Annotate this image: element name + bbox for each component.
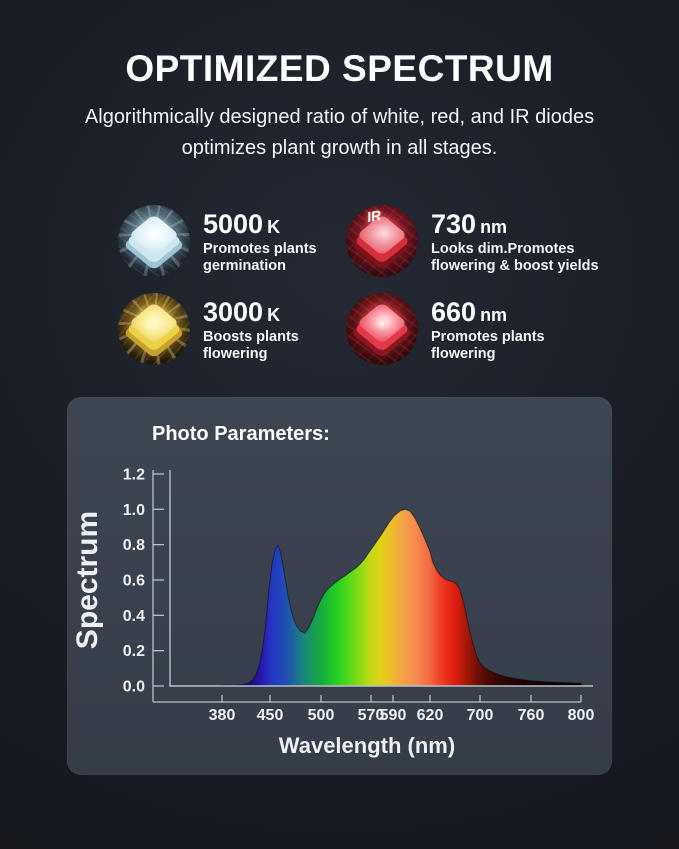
feature-desc: Looks dim.Promotes flowering & boost yie… <box>431 241 599 274</box>
x-axis-title: Wavelength (nm) <box>279 733 455 758</box>
white-led-icon <box>118 205 190 277</box>
feature-value-row: 3000 K <box>203 299 299 326</box>
svg-text:0.4: 0.4 <box>123 608 145 625</box>
feature-660nm: 660 nm Promotes plants flowering <box>346 293 612 365</box>
feature-value: 5000 <box>203 209 264 239</box>
page-title: OPTIMIZED SPECTRUM <box>125 48 554 89</box>
feature-text: 730 nm Looks dim.Promotes flowering & bo… <box>431 211 599 274</box>
feature-value: 730 <box>431 209 477 239</box>
feature-value: 660 <box>431 297 477 327</box>
feature-value-row: 660 nm <box>431 299 545 326</box>
svg-text:380: 380 <box>209 707 236 724</box>
feature-730nm: IR 730 nm Looks dim.Promotes flowering &… <box>346 205 612 277</box>
svg-text:500: 500 <box>308 707 335 724</box>
feature-unit: nm <box>480 305 508 325</box>
svg-text:570: 570 <box>358 707 385 724</box>
svg-text:450: 450 <box>257 707 284 724</box>
svg-text:590: 590 <box>380 707 407 724</box>
header: OPTIMIZED SPECTRUM Algorithmically desig… <box>0 48 679 164</box>
feature-value-row: 730 nm <box>431 211 599 238</box>
svg-text:760: 760 <box>518 707 545 724</box>
svg-text:1.2: 1.2 <box>123 466 145 483</box>
ir-label: IR <box>365 206 383 226</box>
feature-text: 5000 K Promotes plants germination <box>203 211 317 274</box>
svg-text:0.2: 0.2 <box>123 643 145 660</box>
red-led-icon <box>346 293 418 365</box>
ir-led-icon: IR <box>346 205 418 277</box>
warm-led-icon <box>118 293 190 365</box>
chart-title: Photo Parameters: <box>152 423 330 445</box>
feature-5000k: 5000 K Promotes plants germination <box>67 205 346 277</box>
svg-text:0.0: 0.0 <box>123 679 145 696</box>
spectrum-panel: 0.0 0.2 0.4 0.6 0.8 1.0 1.2 380 450 500 570 590 620 7… <box>67 397 612 775</box>
feature-desc: Promotes plants germination <box>203 241 317 274</box>
feature-unit: K <box>267 305 281 325</box>
svg-text:800: 800 <box>568 707 595 724</box>
feature-unit: nm <box>480 217 508 237</box>
feature-value-row: 5000 K <box>203 211 317 238</box>
svg-text:620: 620 <box>417 707 444 724</box>
page-subtitle: Algorithmically designed ratio of white,… <box>84 106 595 159</box>
light-glow <box>129 214 179 257</box>
svg-text:0.8: 0.8 <box>123 537 145 554</box>
svg-text:1.0: 1.0 <box>123 502 145 519</box>
feature-text: 3000 K Boosts plants flowering <box>203 299 299 362</box>
feature-desc: Promotes plants flowering <box>431 329 545 362</box>
feature-text: 660 nm Promotes plants flowering <box>431 299 545 362</box>
feature-value: 3000 <box>203 297 264 327</box>
y-axis-title: Spectrum <box>71 511 104 649</box>
feature-3000k: 3000 K Boosts plants flowering <box>67 293 346 365</box>
svg-text:700: 700 <box>467 707 494 724</box>
svg-text:0.6: 0.6 <box>123 572 145 589</box>
feature-unit: K <box>267 217 281 237</box>
light-glow <box>129 302 179 345</box>
feature-desc: Boosts plants flowering <box>203 329 299 362</box>
diode-feature-grid: 5000 K Promotes plants germination IR 73… <box>67 205 612 365</box>
led-glow-dot <box>374 316 390 331</box>
